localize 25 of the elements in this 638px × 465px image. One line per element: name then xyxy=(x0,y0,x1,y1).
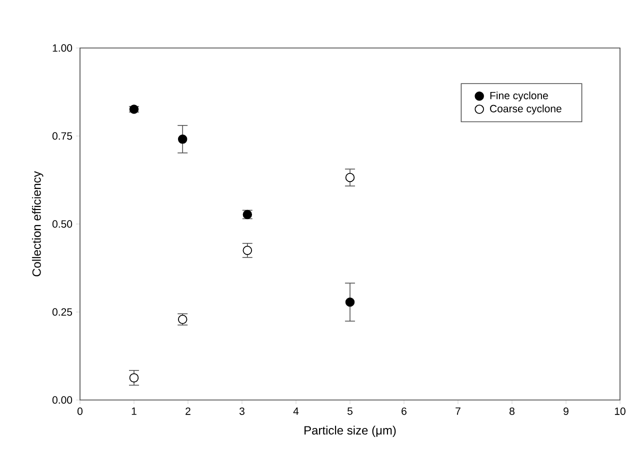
x-tick-label: 7 xyxy=(456,408,460,415)
x-tick-label: 9 xyxy=(564,408,568,415)
legend-label: Coarse cyclone xyxy=(490,104,562,114)
y-tick-label: 0.00 xyxy=(52,396,72,404)
x-tick-label: 3 xyxy=(239,408,244,415)
x-tick-label: 4 xyxy=(293,408,299,415)
x-tick-label: 1 xyxy=(132,408,136,415)
y-tick-label: 0.75 xyxy=(52,132,72,140)
point xyxy=(345,172,355,182)
x-axis-title: Particle size (μm) xyxy=(304,426,396,437)
point xyxy=(345,298,355,307)
y-tick-label: 0.25 xyxy=(52,308,72,316)
x-tick-label: 5 xyxy=(348,408,352,415)
y-axis-title: Collection efficiency xyxy=(32,171,44,276)
x-tick-label: 6 xyxy=(402,408,406,415)
point xyxy=(129,373,139,382)
x-tick-label: 8 xyxy=(510,408,514,415)
x-tick-label: 10 xyxy=(614,408,626,415)
x-tick-label: 0 xyxy=(77,408,83,415)
point xyxy=(178,134,188,144)
y-tick-label: 0.50 xyxy=(52,220,72,228)
legend-label: Fine cyclone xyxy=(490,92,548,102)
y-tick-label: 1.00 xyxy=(52,44,72,52)
point xyxy=(242,246,252,256)
x-tick-label: 2 xyxy=(186,408,190,415)
